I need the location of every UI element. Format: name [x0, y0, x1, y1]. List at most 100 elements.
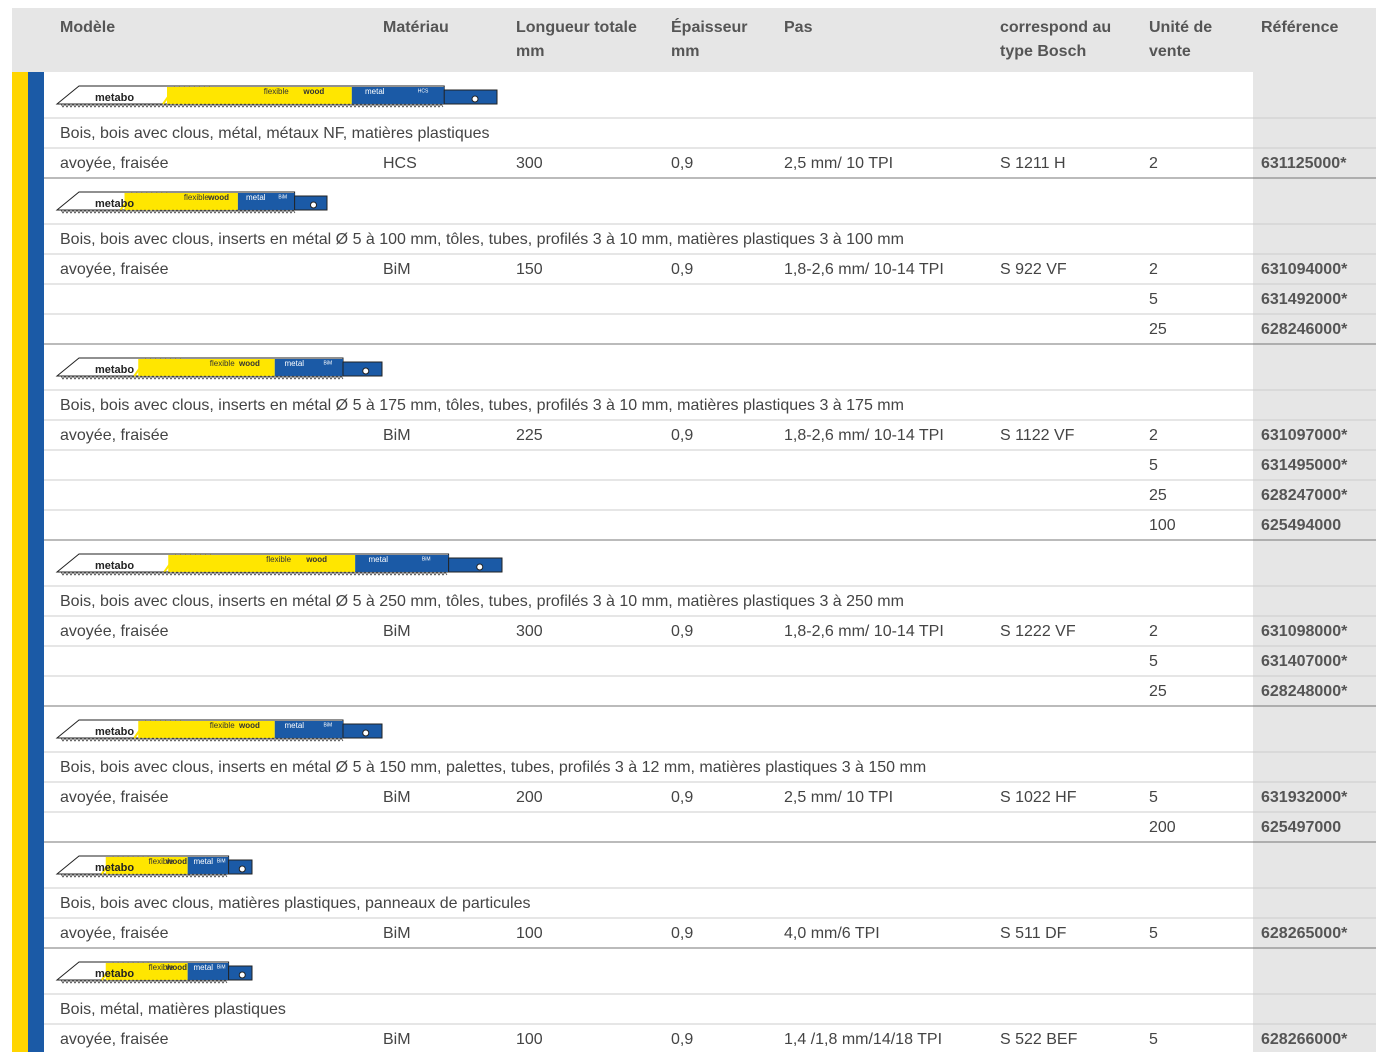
cell: 2 [1149, 155, 1158, 172]
blade-stripe [148, 358, 163, 377]
blade-stripe [124, 192, 139, 211]
blade-stripe [144, 192, 159, 211]
blade-teeth [60, 375, 344, 380]
blade-stripe [183, 554, 198, 573]
cell: 300 [516, 155, 543, 172]
blade-label: wood [305, 555, 327, 564]
reference-number: 628246000* [1261, 321, 1348, 338]
cell: 2 [1149, 623, 1158, 640]
header-label: type Bosch [1000, 43, 1086, 60]
cell: S 1122 VF [1000, 427, 1075, 444]
blade-stripe [167, 86, 181, 105]
cell: BiM [383, 1031, 411, 1048]
cell: 5 [1149, 789, 1158, 806]
blade-stripe [120, 962, 135, 981]
blade-blue [351, 87, 445, 104]
yellow-stripe [12, 72, 28, 1052]
cell: BiM [383, 789, 411, 806]
blade-stripe [178, 554, 193, 573]
reference-number: 628248000* [1261, 683, 1348, 700]
blade-shank [443, 89, 498, 105]
blade-stripe [138, 720, 153, 739]
cell: 5 [1149, 291, 1158, 308]
cell: avoyée, fraisée [60, 1031, 169, 1048]
cell: 5 [1149, 1031, 1158, 1048]
blade-stripe [125, 856, 140, 875]
blade-shank [448, 557, 503, 573]
blade-stripe [134, 192, 149, 211]
blade-stripe [168, 554, 183, 573]
blade-blue [274, 359, 343, 376]
blade-stripe [138, 358, 153, 377]
blade-teeth [60, 571, 448, 576]
cell: 0,9 [671, 925, 693, 942]
cell: BiM [383, 261, 411, 278]
blade-label: metal [365, 87, 385, 96]
blade-stripe [162, 86, 176, 105]
header-label: mm [516, 43, 544, 60]
cell: 0,9 [671, 427, 693, 444]
reference-number: 625494000 [1261, 517, 1341, 534]
blade-teeth [60, 209, 296, 214]
cell: BiM [383, 427, 411, 444]
cell: BiM [383, 623, 411, 640]
blade-brand: metabo [95, 862, 134, 874]
blade-label: wood [302, 87, 324, 96]
blade-stripe [182, 86, 196, 105]
blade-label: flexible [264, 87, 289, 96]
blade-hole [362, 367, 370, 375]
cell: avoyée, fraisée [60, 925, 169, 942]
blade-hole [310, 201, 317, 209]
blade-brand: metabo [95, 968, 134, 980]
cell: 1,8-2,6 mm/ 10-14 TPI [784, 261, 944, 278]
header-label: Unité de [1149, 19, 1212, 36]
blade-label: flexible [184, 193, 209, 202]
cell: 0,9 [671, 261, 693, 278]
reference-number: 631495000* [1261, 457, 1348, 474]
header-label: vente [1149, 43, 1191, 60]
blade-brand: metabo [95, 92, 134, 104]
blade-material: BiM [324, 360, 333, 366]
blade-stripe [125, 962, 140, 981]
blade-hole [238, 971, 246, 979]
blade-stripe [143, 720, 158, 739]
header-background [12, 8, 1376, 72]
cell: S 1222 VF [1000, 623, 1076, 640]
cell: 2 [1149, 427, 1158, 444]
blade-stripe [163, 720, 178, 739]
blade-teeth [60, 979, 228, 984]
blade-stripe [105, 856, 120, 875]
description: Bois, bois avec clous, matières plastiqu… [60, 895, 530, 912]
blade-blue [187, 857, 229, 874]
blade-stripe [153, 720, 168, 739]
cell: 0,9 [671, 623, 693, 640]
blue-stripe [28, 72, 44, 1052]
blade-stripe [187, 86, 201, 105]
cell: 25 [1149, 487, 1167, 504]
blade-stripe [115, 962, 130, 981]
header-label: Matériau [383, 19, 449, 36]
cell: S 922 VF [1000, 261, 1067, 278]
cell: 5 [1149, 925, 1158, 942]
reference-number: 631492000* [1261, 291, 1348, 308]
blade-stripe [120, 856, 135, 875]
cell: S 511 DF [1000, 925, 1067, 942]
blade-teeth [60, 873, 228, 878]
description: Bois, métal, matières plastiques [60, 1001, 286, 1018]
description: Bois, bois avec clous, inserts en métal … [60, 593, 904, 610]
blade-stripe [105, 962, 120, 981]
blade-stripe [119, 192, 134, 211]
blade-blue [274, 721, 343, 738]
blade-label: metal [369, 555, 389, 564]
cell: 300 [516, 623, 543, 640]
blade-stripe [168, 358, 183, 377]
blade-material: BiM [278, 194, 287, 200]
reference-column-background [1253, 72, 1376, 1052]
blade-label: metal [285, 721, 305, 730]
header-label: Pas [784, 19, 813, 36]
